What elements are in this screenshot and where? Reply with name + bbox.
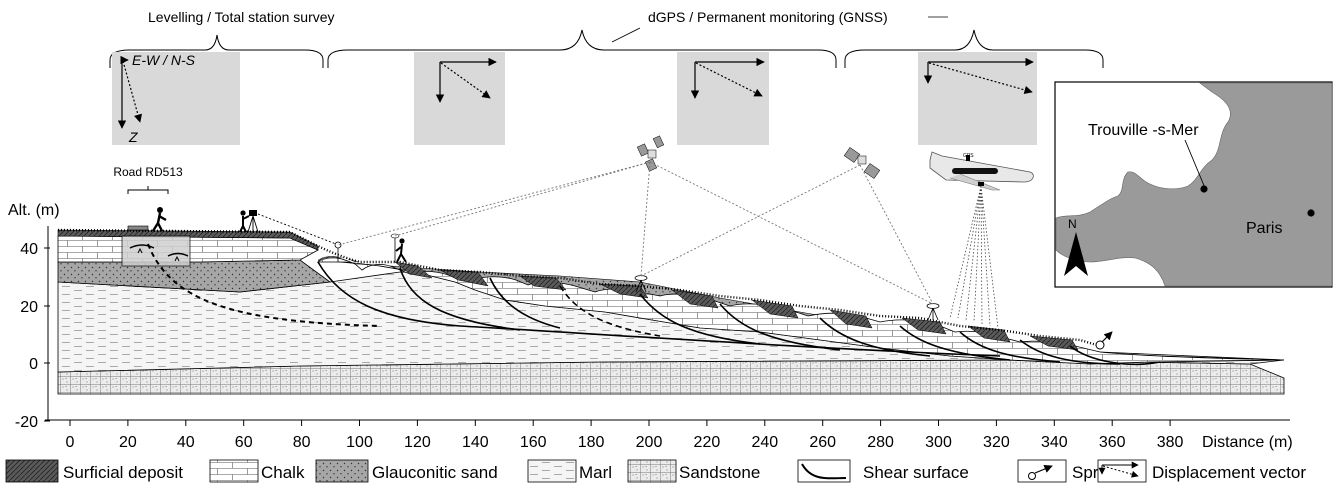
legend-label-surficial: Surficial deposit xyxy=(63,463,183,482)
legend: Surficial deposit Chalk Glauconitic sand… xyxy=(5,459,1306,483)
x-tick-label: 280 xyxy=(867,434,894,451)
x-tick-label: 380 xyxy=(1157,434,1184,451)
vector-panel-3 xyxy=(677,52,769,145)
legend-label-chalk: Chalk xyxy=(261,463,305,482)
bracket-levelling xyxy=(109,34,324,68)
gps-walker-icon xyxy=(390,233,407,263)
legend-label-displacement: Displacement vector xyxy=(1152,463,1306,482)
spring-icon xyxy=(1028,464,1053,480)
north-label: N xyxy=(1068,217,1077,231)
x-tick-label: 320 xyxy=(983,434,1010,451)
bracket-gnss xyxy=(844,29,1104,68)
paris-dot xyxy=(1307,209,1315,217)
legend-item-displacement: Displacement vector xyxy=(1097,459,1306,483)
gnss-antenna-2 xyxy=(926,303,940,321)
y-tick-label: 40 xyxy=(20,241,38,258)
axis-label-vertical: Z xyxy=(128,129,138,145)
y-tick-label: -20 xyxy=(15,414,38,431)
vector-panel-4 xyxy=(918,52,1037,145)
legend-label-glauconitic: Glauconitic sand xyxy=(372,463,498,482)
surveyor-road-icon xyxy=(127,207,167,232)
x-tick-label: 80 xyxy=(293,434,311,451)
town-dot xyxy=(1200,185,1208,193)
legend-item-surficial: Surficial deposit xyxy=(5,459,183,483)
glauconitic-sand-swatch xyxy=(315,459,369,483)
total-station-icon xyxy=(239,210,342,262)
displacement-vector-icon xyxy=(1098,461,1139,478)
legend-item-sandstone: Sandstone xyxy=(627,459,760,483)
location-map: Trouville -s-Mer Paris N xyxy=(1054,81,1333,288)
y-axis-label: Alt. (m) xyxy=(8,202,60,219)
x-tick-label: 120 xyxy=(404,434,431,451)
lidar-beams xyxy=(949,185,999,329)
x-tick-label: 100 xyxy=(346,434,373,451)
legend-label-sandstone: Sandstone xyxy=(679,463,760,482)
x-tick-label: 140 xyxy=(462,434,489,451)
north-arrow-icon xyxy=(1064,232,1088,276)
x-tick-label: 260 xyxy=(809,434,836,451)
y-ticks: 40 20 0 -20 xyxy=(15,241,50,431)
sandstone-swatch xyxy=(627,459,677,483)
x-tick-label: 300 xyxy=(925,434,952,451)
legend-item-glauconitic: Glauconitic sand xyxy=(315,459,498,483)
plane-gps-tag: GPS xyxy=(963,153,974,159)
shear-surface-icon xyxy=(801,463,847,480)
landslide-blocks xyxy=(57,228,1285,365)
x-tick-label: 0 xyxy=(66,434,75,451)
x-tick-label: 240 xyxy=(751,434,778,451)
levelling-label: Levelling / Total station survey xyxy=(148,9,335,25)
x-tick-label: 220 xyxy=(694,434,721,451)
map-city-label: Paris xyxy=(1246,220,1282,237)
legend-label-shear: Shear surface xyxy=(863,463,969,482)
vector-panel-1: E-W / N-S Z xyxy=(112,52,240,145)
x-tick-label: 40 xyxy=(177,434,195,451)
gnss-label: dGPS / Permanent monitoring (GNSS) xyxy=(648,9,888,25)
satellite-links xyxy=(337,161,934,305)
legend-item-shear: Shear surface xyxy=(797,459,969,483)
satellite-2-icon xyxy=(843,147,881,179)
surficial-deposit-swatch xyxy=(5,459,59,483)
y-tick-label: 0 xyxy=(29,356,38,373)
town-leader xyxy=(1184,139,1206,189)
road-bracket xyxy=(127,186,169,194)
x-tick-label: 60 xyxy=(235,434,253,451)
vector-panel-2 xyxy=(414,52,505,145)
airplane-icon: GPS xyxy=(929,151,1034,191)
axis-label-horizontal: E-W / N-S xyxy=(132,52,196,68)
marl-swatch xyxy=(527,459,577,483)
x-ticks: 0 20 40 60 80 100 120 140 160 180 200 220 240 260 280 3… xyxy=(66,420,1184,451)
map-land xyxy=(1055,82,1333,287)
x-tick-label: 200 xyxy=(636,434,663,451)
spring-marker xyxy=(1095,331,1113,350)
x-tick-label: 360 xyxy=(1099,434,1126,451)
x-tick-label: 160 xyxy=(520,434,547,451)
legend-label-marl: Marl xyxy=(579,463,612,482)
chalk-swatch xyxy=(209,459,259,483)
legend-item-marl: Marl xyxy=(527,459,612,483)
x-tick-label: 20 xyxy=(119,434,137,451)
bracket-dgps xyxy=(327,29,837,68)
map-town-label: Trouville -s-Mer xyxy=(1088,122,1199,139)
legend-item-chalk: Chalk xyxy=(209,459,305,483)
shear-surfaces xyxy=(147,243,1161,366)
satellite-1-icon xyxy=(636,135,665,172)
x-tick-label: 180 xyxy=(578,434,605,451)
y-tick-label: 20 xyxy=(20,299,38,316)
x-axis-label: Distance (m) xyxy=(1202,434,1293,451)
x-tick-label: 340 xyxy=(1041,434,1068,451)
road-label: Road RD513 xyxy=(113,165,183,179)
gnss-leader-line xyxy=(611,27,641,43)
